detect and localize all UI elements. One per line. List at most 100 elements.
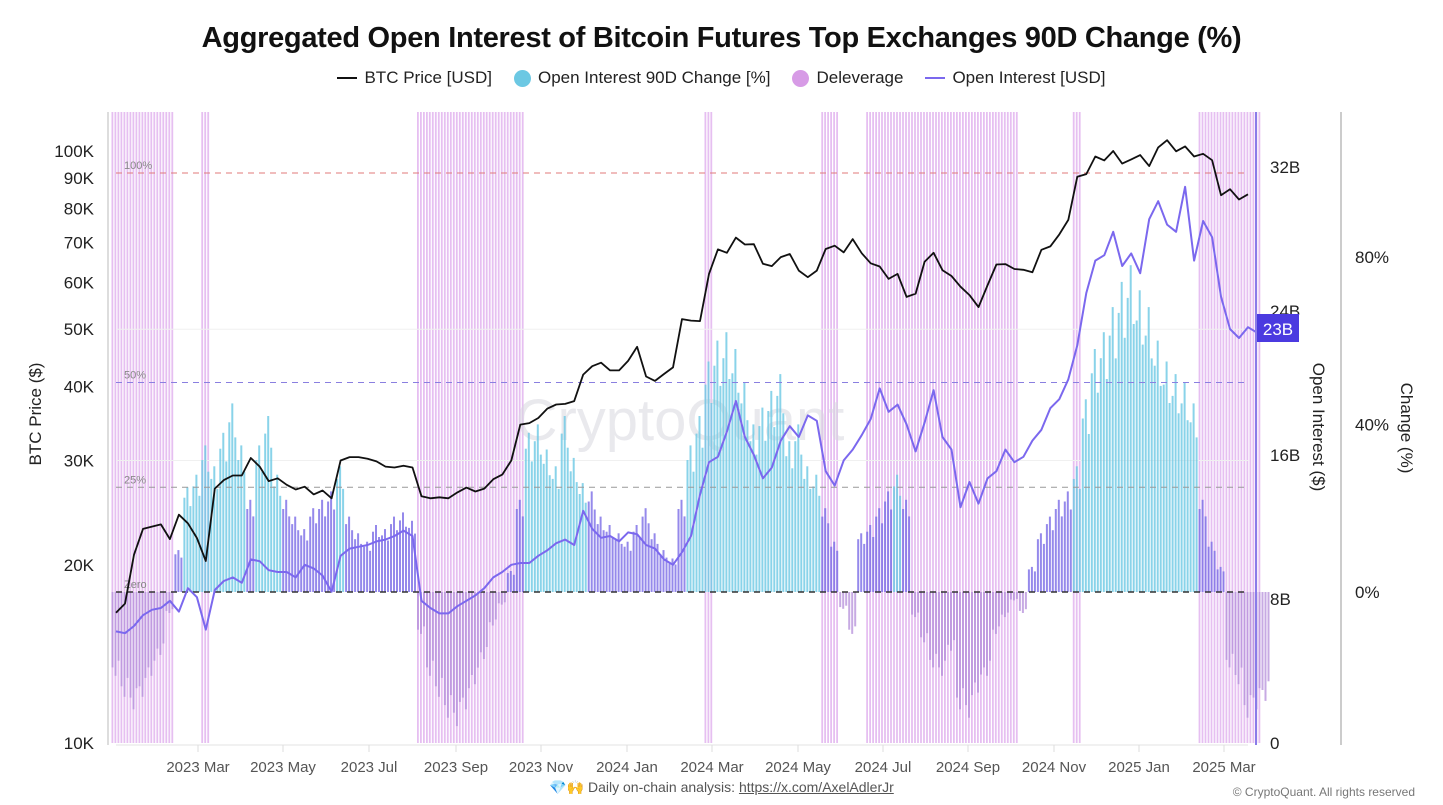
oi-change-bar (1081, 418, 1084, 592)
deleverage-band (902, 112, 904, 743)
deleverage-band (120, 112, 123, 743)
oi-change-bar (303, 529, 306, 592)
oi-change-bar (348, 516, 351, 592)
oi-change-bar (617, 533, 620, 592)
oi-change-bar (114, 592, 117, 676)
legend-item-btc-price[interactable]: BTC Price [USD] (337, 68, 492, 88)
oi-change-bar (464, 592, 467, 710)
footer-link[interactable]: https://x.com/AxelAdlerJr (738, 779, 894, 795)
deleverage-band (980, 112, 982, 743)
oi-change-bar (866, 531, 869, 592)
oi-change-bar (815, 474, 818, 592)
deleverage-band (893, 112, 895, 743)
oi-change-bar (366, 541, 369, 592)
open-interest-line (115, 185, 1267, 635)
oi-change-bar (656, 543, 659, 592)
deleverage-band (1237, 112, 1240, 743)
oi-change-bar (632, 531, 635, 592)
deleverage-band (953, 112, 955, 743)
oi-change-bar (363, 546, 366, 592)
oi-change-bar (611, 537, 614, 592)
price-axis-title: BTC Price ($) (26, 363, 45, 466)
price-tick-label: 30K (64, 452, 95, 471)
oi-change-bar (671, 558, 674, 592)
legend-label: Open Interest 90D Change [%] (538, 68, 771, 87)
oi-change-bar (1213, 550, 1216, 592)
oi-change-bar (932, 592, 935, 668)
oi-change-bar (809, 488, 812, 592)
deleverage-band (147, 112, 150, 743)
oi-change-bar (782, 413, 785, 592)
deleverage-band (1231, 112, 1234, 743)
oi-change-bar (408, 527, 410, 592)
oi-change-bar (300, 535, 303, 592)
oi-change-bar (821, 516, 824, 592)
oi-change-bar (1102, 332, 1105, 592)
deleverage-band (1075, 112, 1078, 743)
oi-change-bar (141, 592, 144, 697)
deleverage-band (884, 112, 886, 743)
deleverage-band (1078, 112, 1081, 743)
oi-change-bar (497, 592, 500, 604)
deleverage-band (1201, 112, 1204, 743)
oi-change-bar (297, 530, 300, 592)
oi-change-bar (997, 592, 1000, 627)
oi-change-bar (776, 395, 779, 592)
oi-change-bar (515, 509, 518, 592)
oi-change-bar (908, 516, 911, 592)
deleverage-band (1258, 112, 1261, 743)
oi-change-bar (117, 592, 120, 661)
legend-item-oi-change[interactable]: Open Interest 90D Change [%] (514, 68, 770, 88)
oi-change-bar (944, 592, 946, 661)
oi-change-bar (402, 512, 404, 592)
oi-change-bar (551, 478, 554, 592)
oi-change-bar (1153, 365, 1156, 592)
oi-change-bar (411, 520, 413, 592)
oi-change-bar (1171, 395, 1174, 592)
oi-change-bar (758, 426, 761, 592)
oi-change-bar (1243, 592, 1246, 706)
reference-label: 50% (124, 370, 146, 382)
oi-change-bar (845, 592, 848, 606)
oi-change-bar (216, 488, 219, 592)
deleverage-band (1225, 112, 1228, 743)
oi-change-bar (986, 592, 988, 676)
oi-change-bar (318, 509, 321, 592)
oi-change-bar (1048, 516, 1051, 592)
oi-change-bar (470, 592, 473, 675)
deleverage-band (117, 112, 120, 743)
price-tick-label: 70K (64, 234, 95, 253)
oi-change-bar (186, 487, 189, 593)
legend-item-open-interest[interactable]: Open Interest [USD] (925, 68, 1106, 88)
deleverage-band (512, 112, 515, 743)
deleverage-band (1252, 112, 1255, 743)
oi-change-bar (138, 592, 141, 687)
oi-change-bar (953, 592, 955, 641)
oi-change-bar (396, 530, 398, 592)
oi-change-bar (629, 550, 632, 592)
oi-change-bar (572, 457, 575, 592)
dot-swatch-icon (792, 69, 810, 87)
oi-change-bar (503, 592, 506, 603)
oi-change-bar (126, 592, 129, 678)
oi-change-bar (426, 592, 428, 668)
oi-change-bar (941, 592, 943, 676)
oi-change-bars (111, 265, 1270, 727)
legend-item-deleverage[interactable]: Deleverage (792, 68, 903, 88)
oi-change-bar (704, 384, 707, 592)
deleverage-band (968, 112, 970, 743)
oi-change-bar (779, 374, 782, 592)
oi-change-bar (1030, 566, 1033, 592)
oi-change-bar (1027, 569, 1030, 592)
deleverage-band (1228, 112, 1231, 743)
deleverage-band (914, 112, 916, 743)
oi-change-bar (1252, 592, 1255, 698)
oi-change-bar (770, 390, 773, 592)
oi-change-bar (965, 592, 967, 706)
oi-change-bar (914, 592, 917, 618)
oi-change-bar (369, 550, 372, 592)
deleverage-band (824, 112, 826, 743)
legend-label: Deleverage (816, 68, 904, 87)
reference-label: 100% (124, 160, 152, 172)
